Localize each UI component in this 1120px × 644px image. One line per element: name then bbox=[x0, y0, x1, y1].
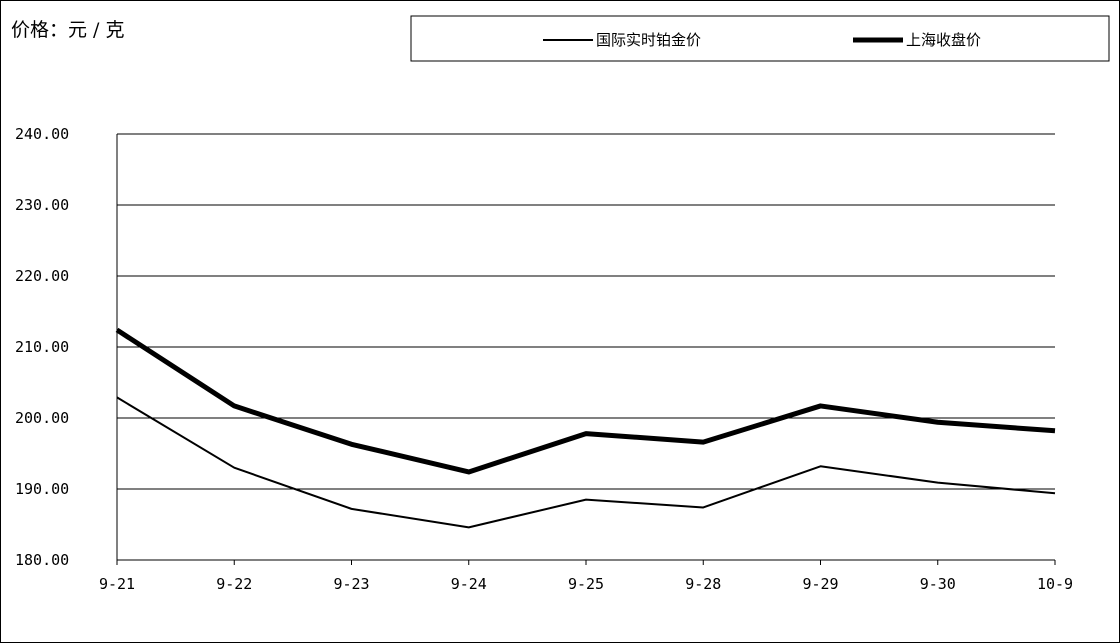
series-line-shanghai bbox=[115, 327, 1056, 475]
x-tick-label: 9-22 bbox=[216, 575, 252, 593]
series-lines bbox=[115, 327, 1056, 529]
y-tick-label: 200.00 bbox=[15, 409, 69, 427]
y-tick-label: 180.00 bbox=[15, 551, 69, 569]
x-tick-label: 9-28 bbox=[685, 575, 721, 593]
x-tick-label: 9-23 bbox=[333, 575, 369, 593]
legend-label-shanghai: 上海收盘价 bbox=[906, 31, 981, 49]
x-tick-label: 9-25 bbox=[568, 575, 604, 593]
x-tick-label: 9-21 bbox=[99, 575, 135, 593]
x-tick-label: 9-29 bbox=[802, 575, 838, 593]
series-line-international bbox=[116, 396, 1056, 529]
y-tick-label: 210.00 bbox=[15, 338, 69, 356]
x-tick-label: 10-9 bbox=[1037, 575, 1073, 593]
legend-box bbox=[410, 15, 1110, 62]
x-tick-label: 9-30 bbox=[920, 575, 956, 593]
y-tick-label: 220.00 bbox=[15, 267, 69, 285]
x-tick-labels: 9-21 9-22 9-23 9-24 9-25 9-28 9-29 9-30 10-9 bbox=[99, 575, 1073, 593]
y-tick-label: 230.00 bbox=[15, 196, 69, 214]
legend-label-international: 国际实时铂金价 bbox=[596, 31, 701, 49]
y-tick-label: 240.00 bbox=[15, 125, 69, 143]
legend: 国际实时铂金价 上海收盘价 bbox=[410, 15, 1110, 62]
x-tick-label: 9-24 bbox=[451, 575, 487, 593]
y-tick-labels: 180.00 190.00 200.00 210.00 220.00 230.00 240.… bbox=[15, 125, 69, 569]
axes bbox=[116, 134, 1056, 565]
y-tick-label: 190.00 bbox=[15, 480, 69, 498]
y-unit-label: 价格：元 / 克 bbox=[11, 19, 124, 41]
